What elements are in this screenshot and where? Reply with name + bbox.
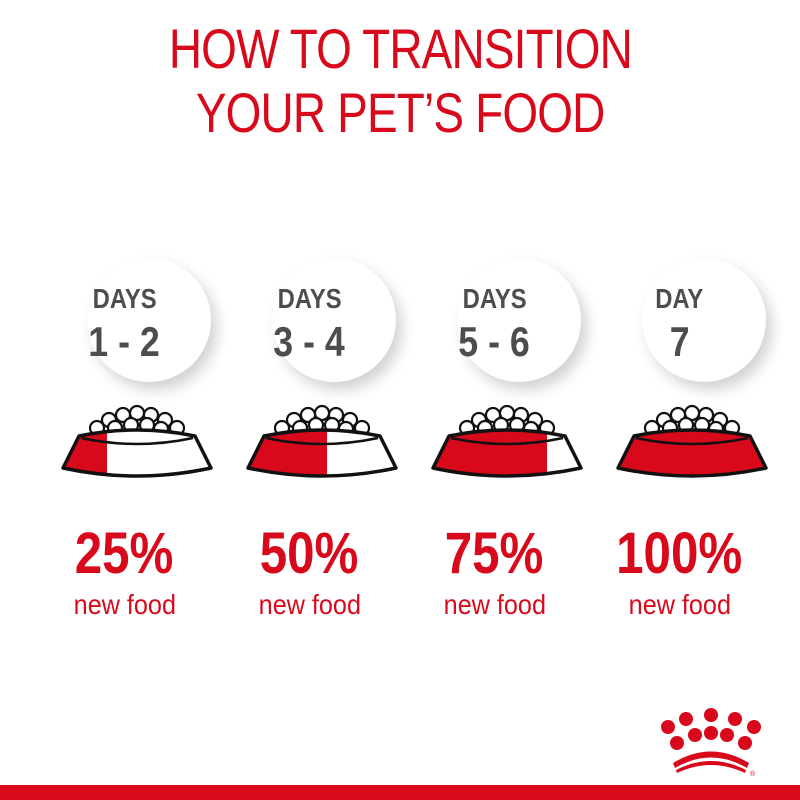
page-title-line1: HOW TO TRANSITION [168,17,632,80]
percent-caption: new food [443,589,546,620]
day-label: DAY [655,283,704,314]
page-title-line2: YOUR PET’S FOOD [195,81,606,144]
day-label: DAYS [277,283,342,314]
day-range: 5 - 6 [458,318,531,365]
food-bowl-icon [61,404,213,478]
new-food-fill [618,430,766,476]
day-range: 3 - 4 [273,318,346,365]
percent-value: 75% [445,521,544,586]
percent-caption: new food [73,589,176,620]
transition-step: DAYS 1 - 2 25% new food [61,0,247,800]
day-range: 1 - 2 [88,318,161,365]
bottom-red-bar [0,785,800,800]
percent-value: 25% [75,521,174,586]
day-circle [642,258,766,382]
percent-value: 50% [260,521,359,586]
transition-step: DAYS 3 - 4 50% new food [246,0,432,800]
percent-value: 100% [616,521,743,586]
day-range: 7 [669,318,690,365]
day-label: DAYS [462,283,527,314]
food-bowl-icon [246,404,398,478]
food-bowl-icon [616,404,768,478]
crown-icon: ® [661,708,761,778]
day-label: DAYS [92,283,157,314]
food-bowl-icon [431,404,583,478]
day-circle [272,258,396,382]
transition-step: DAY 7 100% new food [616,0,800,800]
day-circle [87,258,211,382]
registered-mark: ® [750,770,756,778]
transition-step: DAYS 5 - 6 75% new food [431,0,617,800]
percent-caption: new food [258,589,361,620]
percent-caption: new food [628,589,731,620]
day-circle [457,258,581,382]
